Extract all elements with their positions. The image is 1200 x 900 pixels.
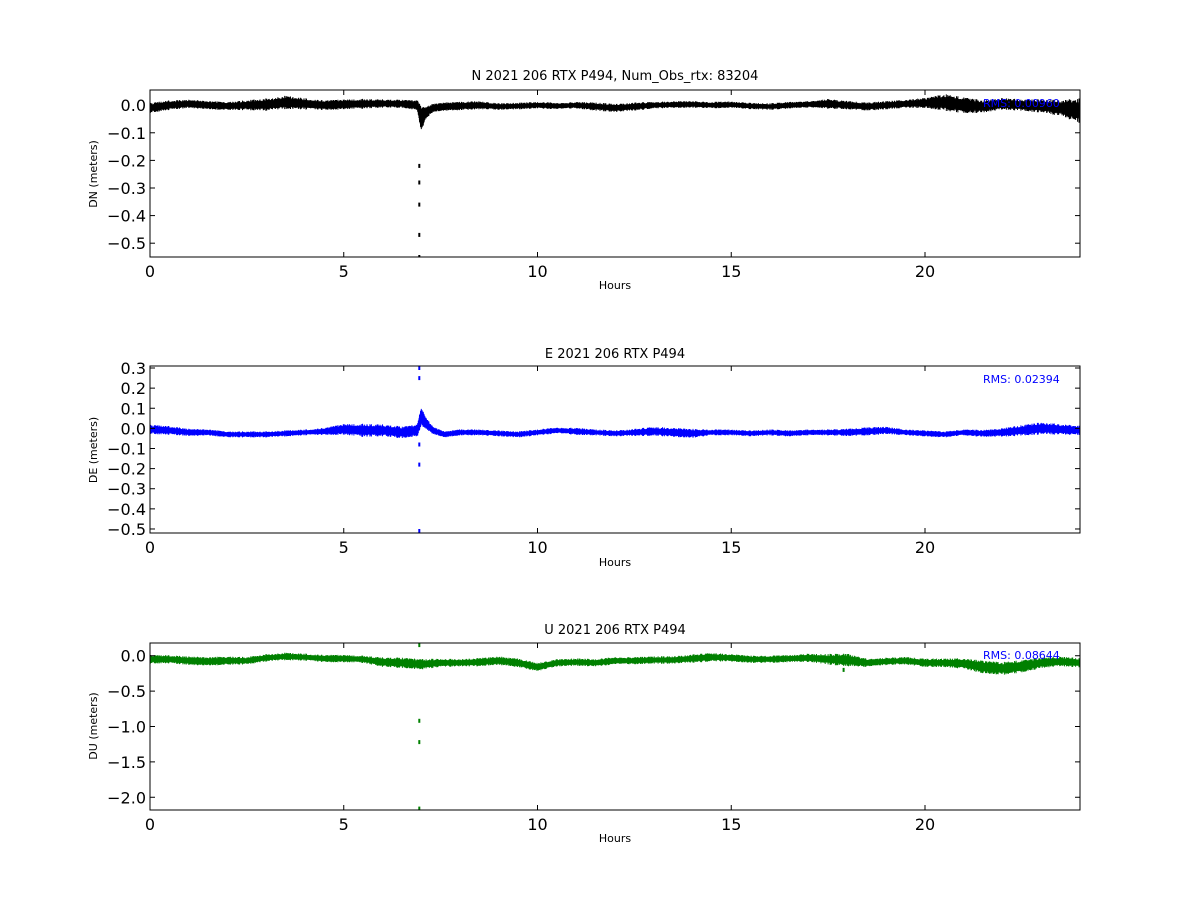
subplot-east: E 2021 206 RTX P494 0 5 10 15 20 0.30.20.10.0… — [87, 347, 1081, 569]
series-line — [150, 414, 1080, 436]
series-line — [150, 655, 1080, 670]
outlier-point — [418, 255, 421, 257]
y-tick-label: −0.3 — [107, 179, 146, 198]
outlier-point — [418, 806, 421, 810]
x-tick-label: 0 — [145, 538, 155, 557]
x-tick-label: 10 — [527, 538, 547, 557]
y-tick-label: 0.0 — [121, 419, 146, 438]
x-tick-label: 5 — [339, 262, 349, 281]
y-tick-label: −0.2 — [107, 151, 146, 170]
rms-label: RMS: 0.00960 — [983, 97, 1060, 110]
x-tick-label: 5 — [339, 538, 349, 557]
outlier-point — [418, 529, 421, 533]
y-tick-label: −0.5 — [107, 234, 146, 253]
y-tick-label: −0.5 — [107, 682, 146, 701]
y-tick-label: 0.0 — [121, 647, 146, 666]
subplot-north: N 2021 206 RTX P494, Num_Obs_rtx: 83204 … — [87, 69, 1081, 292]
outlier-point — [418, 180, 421, 185]
y-axis-label: DE (meters) — [87, 417, 100, 483]
subplot-title: N 2021 206 RTX P494, Num_Obs_rtx: 83204 — [472, 69, 759, 84]
outlier-point — [418, 462, 421, 467]
subplot-title: U 2021 206 RTX P494 — [544, 623, 686, 638]
outlier-point — [418, 442, 421, 447]
y-tick-label: −2.0 — [107, 788, 146, 807]
subplot-up: U 2021 206 RTX P494 0 5 10 15 20 0.0 −0.5 −1.0 −… — [87, 623, 1081, 845]
series-line — [150, 101, 1080, 121]
outlier-point — [418, 202, 421, 207]
outlier-point — [418, 163, 421, 168]
y-tick-label: 0.0 — [121, 96, 146, 115]
x-tick-label: 15 — [721, 262, 741, 281]
y-axis-label: DN (meters) — [87, 140, 100, 208]
x-tick-label: 15 — [721, 815, 741, 834]
outlier-point — [418, 366, 421, 370]
outlier-point — [418, 376, 421, 381]
subplot-title: E 2021 206 RTX P494 — [545, 347, 685, 362]
outlier-point — [418, 643, 421, 648]
outlier-point — [418, 232, 421, 237]
outlier-point — [842, 667, 845, 672]
y-axis-label: DU (meters) — [87, 692, 100, 759]
y-tick-label: −0.2 — [107, 460, 146, 479]
x-tick-label: 20 — [915, 815, 935, 834]
axes-frame — [149, 89, 1081, 258]
x-tick-label: 0 — [145, 815, 155, 834]
x-tick-label: 15 — [721, 538, 741, 557]
y-tick-label: −0.5 — [107, 520, 146, 539]
x-axis-label: Hours — [599, 556, 631, 569]
y-tick-label: 0.3 — [121, 359, 146, 378]
outlier-point — [418, 718, 421, 723]
y-tick-label: 0.2 — [121, 379, 146, 398]
x-tick-label: 10 — [527, 262, 547, 281]
x-axis-label: Hours — [599, 279, 631, 292]
x-tick-label: 10 — [527, 815, 547, 834]
y-tick-label: −0.3 — [107, 480, 146, 499]
x-tick-label: 0 — [145, 262, 155, 281]
rms-label: RMS: 0.02394 — [983, 373, 1060, 386]
rms-label: RMS: 0.08644 — [983, 649, 1060, 662]
y-tick-label: 0.1 — [121, 399, 146, 418]
y-tick-label: −1.5 — [107, 753, 146, 772]
x-tick-label: 20 — [915, 538, 935, 557]
y-tick-label: −0.4 — [107, 500, 146, 519]
x-tick-label: 20 — [915, 262, 935, 281]
y-tick-label: −0.1 — [107, 124, 146, 143]
y-tick-label: −0.1 — [107, 439, 146, 458]
axes-frame — [149, 365, 1081, 534]
outlier-point — [418, 740, 421, 745]
y-tick-label: −0.4 — [107, 207, 146, 226]
x-axis-label: Hours — [599, 832, 631, 845]
y-tick-label: −1.0 — [107, 718, 146, 737]
x-tick-label: 5 — [339, 815, 349, 834]
